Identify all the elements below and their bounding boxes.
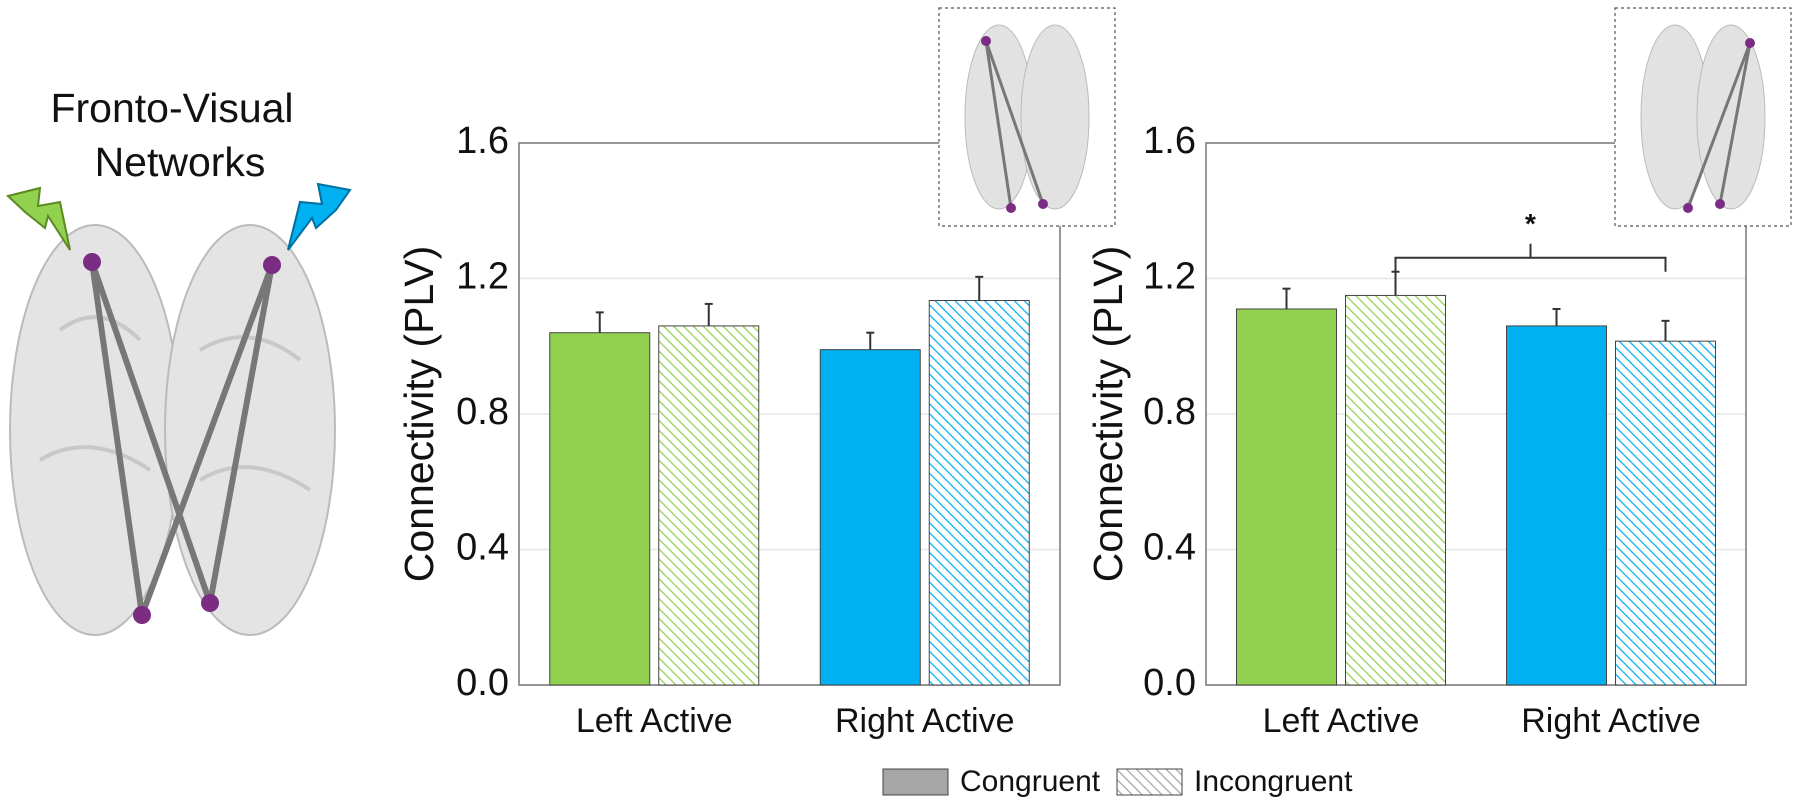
x-tick-label: Right Active bbox=[835, 702, 1015, 740]
panel-title: Fronto-Visual bbox=[50, 85, 293, 131]
bar bbox=[658, 325, 760, 686]
bar bbox=[1615, 340, 1716, 686]
panel-title: Networks bbox=[95, 139, 266, 185]
plot-frame bbox=[1205, 142, 1747, 686]
legend-swatch bbox=[882, 768, 949, 796]
y-tick-label: 0.4 bbox=[1143, 527, 1196, 569]
legend: Congruent Incongruent bbox=[882, 765, 1353, 798]
significance-label: * bbox=[1525, 208, 1536, 239]
y-axis-label: Connectivity (PLV) bbox=[396, 246, 442, 582]
brain-illustration bbox=[5, 182, 352, 636]
y-tick-label: 1.6 bbox=[456, 120, 509, 162]
y-tick-label: 0.8 bbox=[1143, 391, 1196, 433]
y-tick-label: 1.6 bbox=[1143, 120, 1196, 162]
legend-label: Congruent bbox=[960, 765, 1101, 798]
y-tick-label: 0.8 bbox=[456, 391, 509, 433]
legend-label: Incongruent bbox=[1194, 765, 1353, 798]
bar-chart: 0.0 0.4 0.8 1.2 1.6 Connectivity (PLV) Left Ac… bbox=[396, 7, 1116, 740]
brain-inset bbox=[938, 7, 1116, 227]
bar bbox=[819, 349, 921, 686]
y-tick-label: 0.0 bbox=[1143, 662, 1196, 704]
x-tick-label: Right Active bbox=[1521, 702, 1701, 740]
bar-chart: 0.0 0.4 0.8 1.2 1.6 Connectivity (PLV) Left Ac… bbox=[1085, 7, 1792, 740]
y-tick-label: 1.2 bbox=[456, 256, 509, 298]
significance-bracket bbox=[1394, 243, 1667, 272]
y-tick-label: 0.0 bbox=[456, 662, 509, 704]
bar bbox=[1236, 308, 1337, 686]
bar bbox=[928, 300, 1030, 686]
legend-swatch bbox=[1116, 768, 1183, 796]
plot-frame bbox=[518, 142, 1061, 686]
bar bbox=[1345, 294, 1446, 686]
y-axis-label: Connectivity (PLV) bbox=[1085, 246, 1131, 582]
y-tick-label: 0.4 bbox=[456, 527, 509, 569]
bar bbox=[549, 332, 651, 686]
bar bbox=[1506, 325, 1607, 686]
y-tick-label: 1.2 bbox=[1143, 256, 1196, 298]
x-tick-label: Left Active bbox=[576, 702, 733, 740]
brain-inset bbox=[1614, 7, 1792, 227]
charts: 0.0 0.4 0.8 1.2 1.6 Connectivity (PLV) Left Ac… bbox=[396, 7, 1792, 740]
x-tick-label: Left Active bbox=[1263, 702, 1420, 740]
